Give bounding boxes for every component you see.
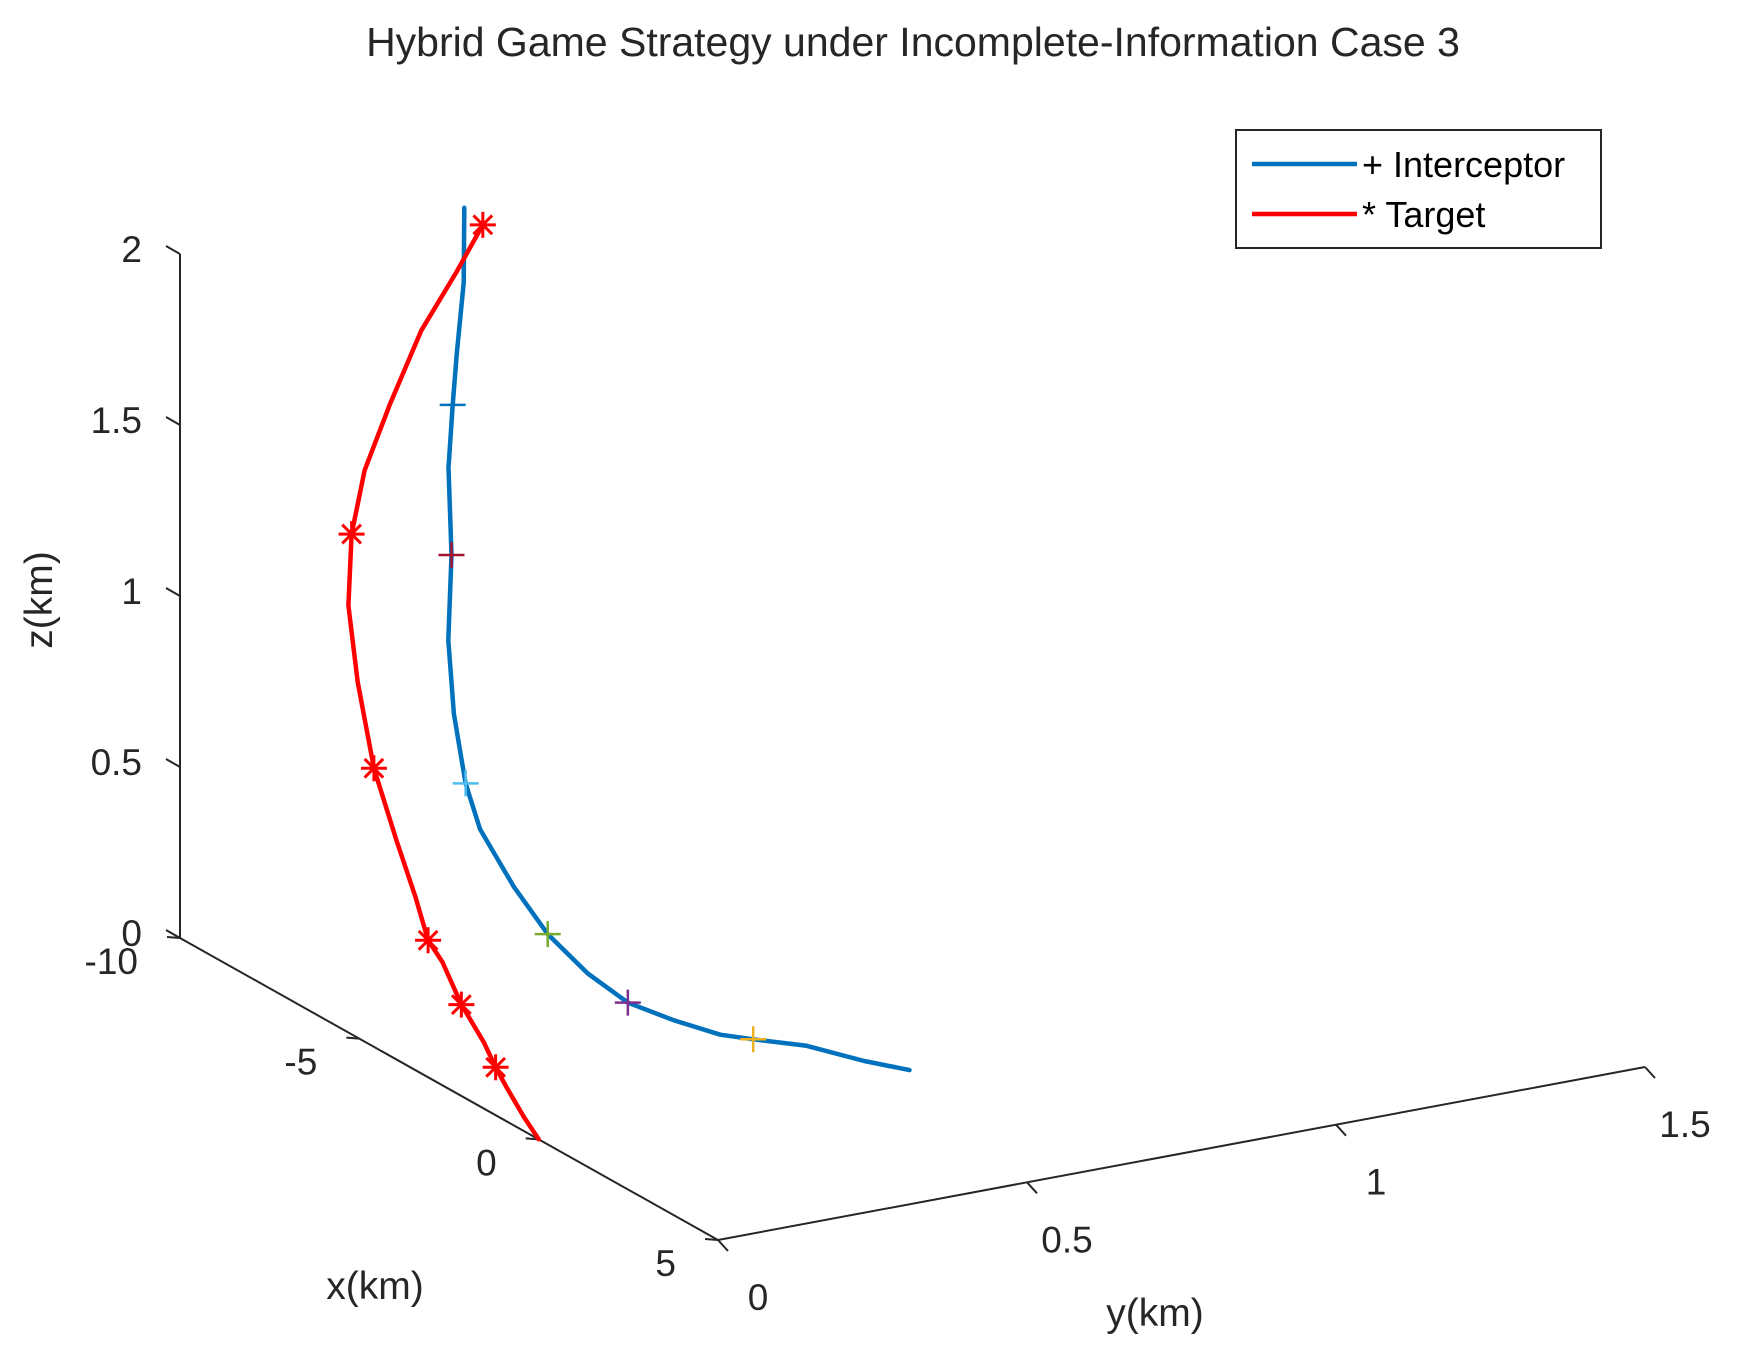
z-tick (165, 245, 181, 255)
x-tick-label: -5 (284, 1042, 317, 1083)
x-tick (704, 1238, 719, 1241)
target-marker (338, 521, 365, 548)
legend-target-label: * Target (1362, 194, 1485, 235)
tick-labels: -10 -5 0 5 0 0.5 1 1.5 0 0.5 1 1.5 2 (85, 229, 1711, 1318)
target-marker (360, 755, 387, 782)
target-marker (469, 211, 496, 238)
x-tick-label: 0 (476, 1142, 497, 1183)
tick-marks (165, 245, 1656, 1252)
z-tick (165, 758, 181, 768)
z-tick-label: 2 (121, 229, 142, 270)
legend-box (1235, 129, 1602, 249)
z-tick (165, 416, 181, 426)
interceptor-marker (439, 391, 466, 418)
z-tick-label: 1 (121, 571, 142, 612)
y-tick-label: 1.5 (1659, 1104, 1710, 1145)
legend-interceptor-label: + Interceptor (1362, 144, 1565, 185)
interceptor-marker (534, 921, 561, 948)
z-tick (165, 929, 181, 939)
z-tick-label: 0 (121, 913, 142, 954)
target-marker (415, 927, 442, 954)
legend[interactable]: + Interceptor * Target (1235, 129, 1602, 249)
interceptor-marker (614, 989, 641, 1016)
z-tick-label: 1.5 (91, 400, 142, 441)
axes-box (179, 254, 1646, 1241)
y-tick (717, 1239, 729, 1252)
interceptor-marker (740, 1026, 767, 1053)
series-markers (338, 211, 767, 1081)
y-axis-line (717, 1066, 1646, 1241)
series-line-interceptor (446, 205, 912, 1073)
z-tick-label: 0.5 (91, 742, 142, 783)
y-tick-label: 0.5 (1041, 1219, 1092, 1260)
y-tick (1026, 1181, 1038, 1195)
x-tick-label: -10 (85, 941, 138, 982)
interceptor-marker (438, 542, 465, 568)
chart-title: Hybrid Game Strategy under Incomplete-In… (366, 19, 1460, 65)
y-axis-label: y(km) (1106, 1292, 1203, 1335)
target-marker (448, 991, 475, 1018)
target-marker (482, 1054, 509, 1081)
y-tick-label: 1 (1366, 1162, 1387, 1203)
x-tick (346, 1036, 360, 1040)
y-tick (1335, 1123, 1347, 1137)
x-axis-label: x(km) (326, 1265, 423, 1308)
y-tick (1644, 1066, 1656, 1079)
interceptor-marker (452, 770, 479, 797)
x-axis-line (179, 937, 719, 1241)
y-tick-label: 0 (748, 1277, 769, 1318)
x-tick-label: 5 (655, 1243, 676, 1284)
z-tick (165, 587, 181, 597)
z-axis-label: z(km) (18, 551, 61, 648)
series-line-target (346, 222, 541, 1142)
